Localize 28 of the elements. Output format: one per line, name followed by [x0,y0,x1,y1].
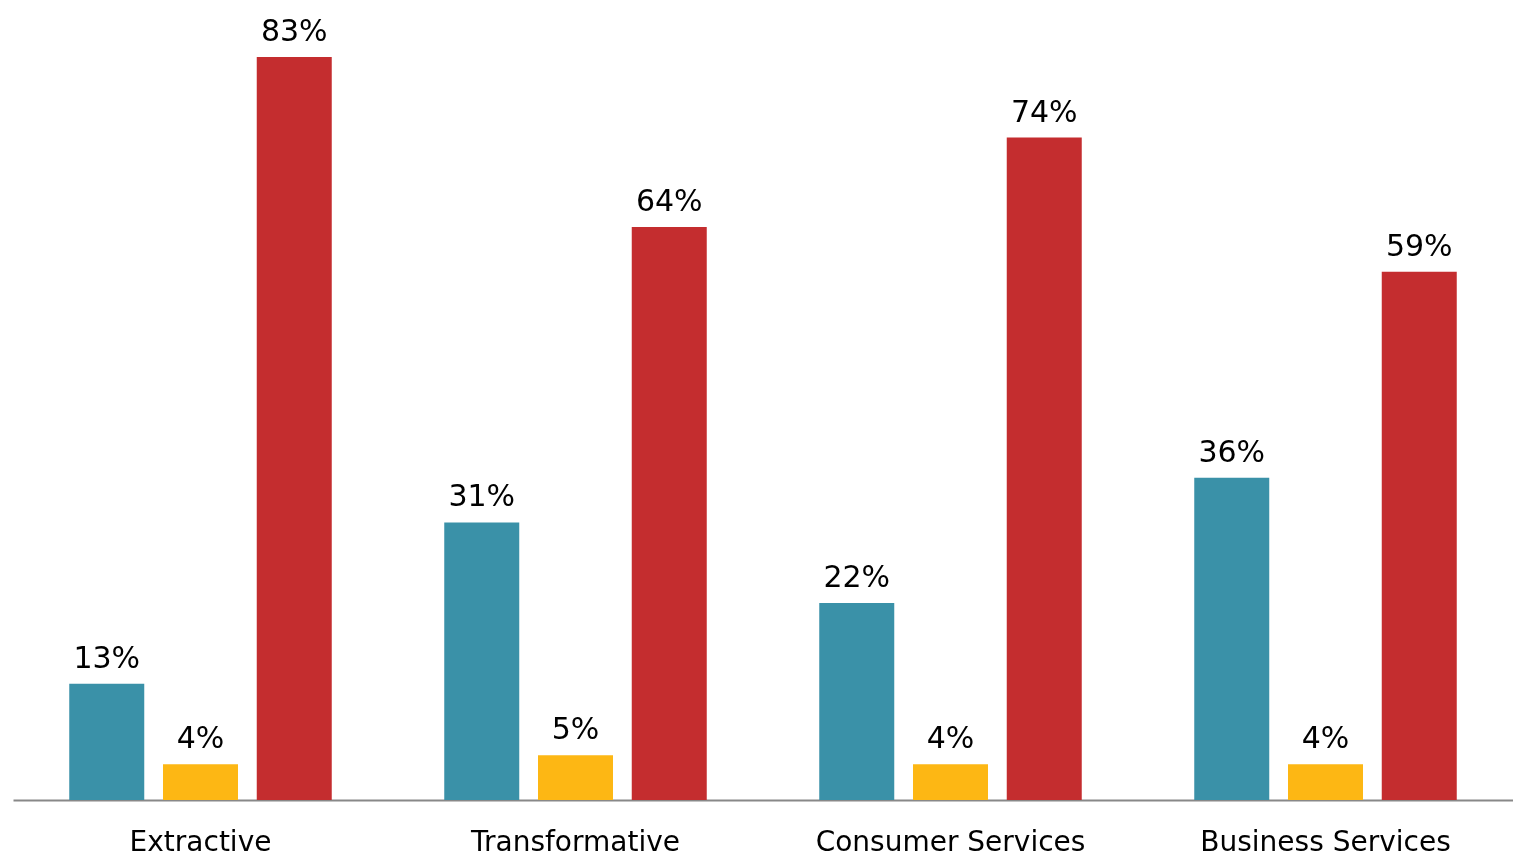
x-tick-label: Consumer Services [815,824,1086,858]
bar [163,764,238,800]
bar [69,683,145,800]
x-tick-label: Business Services [1200,824,1451,858]
data-label: 5% [551,711,600,747]
bar [631,227,707,800]
data-label: 4% [176,720,225,756]
bar [913,764,988,800]
data-label: 74% [1010,93,1078,129]
data-label: 22% [823,559,891,595]
bar [1381,271,1457,800]
data-label: 83% [260,13,328,48]
bar [1194,477,1270,800]
data-label: 59% [1385,227,1453,263]
bar [819,603,895,800]
bar [1288,764,1363,800]
data-label: 31% [448,478,516,514]
bar [444,522,520,800]
data-label: 36% [1198,433,1266,469]
bar [1006,137,1082,800]
data-label: 13% [73,639,141,675]
data-label: 4% [1301,720,1350,756]
bar [538,755,613,800]
data-label: 64% [635,183,703,219]
data-label: 4% [926,720,975,756]
x-tick-label: Transformative [470,824,680,858]
bar [256,57,332,800]
x-tick-label: Extractive [129,824,272,858]
